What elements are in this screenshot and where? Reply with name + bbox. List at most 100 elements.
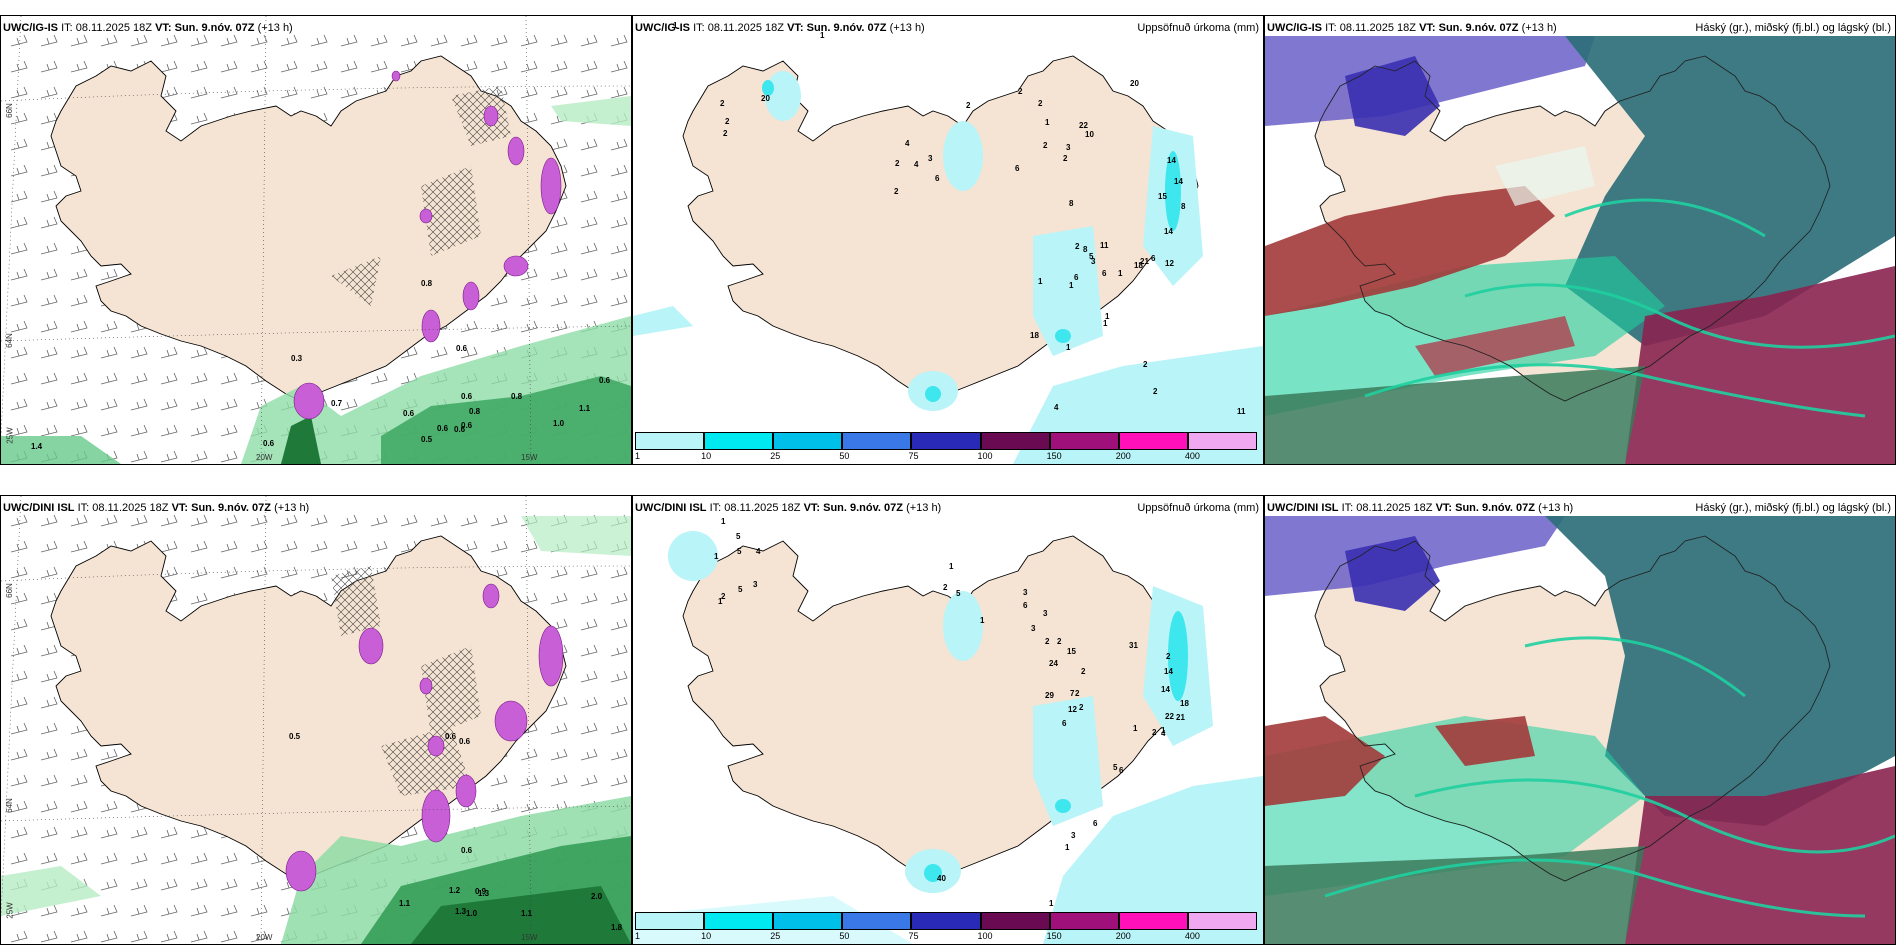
wind-barb [430, 514, 448, 527]
wind-barb [10, 268, 28, 281]
wind-barb [610, 268, 628, 281]
wind-barb [460, 540, 478, 553]
wind-barb [190, 86, 208, 99]
wind-barb [250, 540, 268, 553]
precip-value: 3 [1043, 609, 1048, 618]
wind-barb [430, 346, 448, 359]
map-panel-cloud-top: UWC/IG-IS IT: 08.11.2025 18Z VT: Sun. 9.… [1264, 15, 1896, 465]
precip-value: 6 [1093, 819, 1098, 828]
wind-barb [10, 566, 28, 579]
wind-barb [10, 748, 28, 761]
wind-barb [250, 930, 268, 943]
colorbar-label: 25 [770, 931, 781, 941]
precip-value: 3 [1091, 257, 1096, 266]
wind-barb [580, 138, 598, 151]
wind-barb [70, 930, 88, 943]
wind-barb [100, 346, 118, 359]
wind-barb [130, 372, 148, 385]
wind-barb [190, 34, 208, 47]
wind-barb [490, 320, 508, 333]
colorbar-label: 10 [701, 451, 712, 461]
wind-barb [190, 514, 208, 527]
precip-value: 2 [1153, 387, 1158, 396]
colorbar: 1 10 25 50 75 100 150 200 400 [635, 432, 1257, 462]
precip-value: 6 [1119, 766, 1124, 775]
wind-barb [400, 346, 418, 359]
wind-barb [310, 34, 328, 47]
wind-barb [340, 514, 358, 527]
snow-purple-areas [293, 70, 562, 420]
wind-barb [10, 670, 28, 683]
wind-barb [10, 644, 28, 657]
wind-barb [70, 904, 88, 917]
precip-value: 12 [1068, 705, 1077, 714]
precip-value: 6 [935, 174, 940, 183]
wind-barb [190, 852, 208, 865]
precip-value: 1 [949, 562, 954, 571]
wind-barb [520, 800, 538, 813]
wind-barb [100, 34, 118, 47]
rain-value: 0.8 [421, 279, 433, 288]
rain-value: 0.6 [263, 439, 275, 448]
wind-barb [40, 748, 58, 761]
lat-label: 25W [5, 427, 15, 444]
wind-barb [40, 268, 58, 281]
lat-label: 66N [4, 583, 14, 598]
wind-barb [40, 566, 58, 579]
wind-barb [310, 514, 328, 527]
precip-value: 21 [1140, 257, 1149, 266]
wind-barb [10, 618, 28, 631]
precip-value: 3 [1066, 143, 1071, 152]
wind-barb [370, 34, 388, 47]
colorbar-label: 50 [839, 931, 850, 941]
panel-header: UWC/DINI ISL IT: 08.11.2025 18Z VT: Sun.… [1267, 502, 1574, 514]
cloud-low-red [1265, 716, 1385, 806]
wind-barb [40, 592, 58, 605]
wind-barb [520, 592, 538, 605]
wind-barb [220, 878, 238, 891]
precip-value: 1 [1161, 726, 1166, 735]
colorbar-label: 150 [1046, 451, 1062, 461]
wind-precip-map: 0.80.60.30.60.60.80.70.80.60.60.50.60.60… [1, 16, 631, 464]
wind-barb [310, 540, 328, 553]
wind-barb [580, 670, 598, 683]
wind-barb [10, 294, 28, 307]
lat-label: 64N [4, 798, 14, 813]
wind-barb [100, 268, 118, 281]
rain-value: 1.1 [579, 404, 591, 413]
wind-barb [70, 60, 88, 73]
precip-value: 18 [1134, 261, 1143, 270]
wind-barb [550, 722, 568, 735]
precip-value: 20 [761, 94, 770, 103]
precip-value: 6 [1074, 273, 1079, 282]
wind-barb [580, 722, 598, 735]
precip-value: 2 [895, 159, 900, 168]
wind-barb [490, 514, 508, 527]
precip-value: 6 [1062, 719, 1067, 728]
wind-barb [220, 904, 238, 917]
wind-barb [160, 904, 178, 917]
wind-barb [250, 878, 268, 891]
wind-barb [40, 540, 58, 553]
wind-barb [610, 566, 628, 579]
wind-barb [610, 60, 628, 73]
wind-barb [10, 800, 28, 813]
rain-value: 2.0 [591, 892, 603, 901]
rain-green-areas [1, 96, 631, 464]
wind-barb [610, 216, 628, 229]
wind-barb [340, 398, 358, 411]
wind-barb [250, 514, 268, 527]
wind-barb [130, 904, 148, 917]
colorbar-swatch [911, 912, 981, 930]
panel-header: UWC/DINI ISL IT: 08.11.2025 18Z VT: Sun.… [3, 502, 310, 514]
precip-value: 1 [1066, 343, 1071, 352]
panel-title: Uppsöfnuð úrkoma (mm) [1137, 502, 1259, 514]
wind-barb [220, 566, 238, 579]
wind-barb [610, 748, 628, 761]
rain-value: 0.8 [511, 392, 523, 401]
wind-barb [220, 398, 238, 411]
colorbar-swatch [842, 432, 912, 450]
wind-barb [610, 696, 628, 709]
precip-value: 8 [1069, 199, 1074, 208]
precip-value: 1 [1105, 312, 1110, 321]
